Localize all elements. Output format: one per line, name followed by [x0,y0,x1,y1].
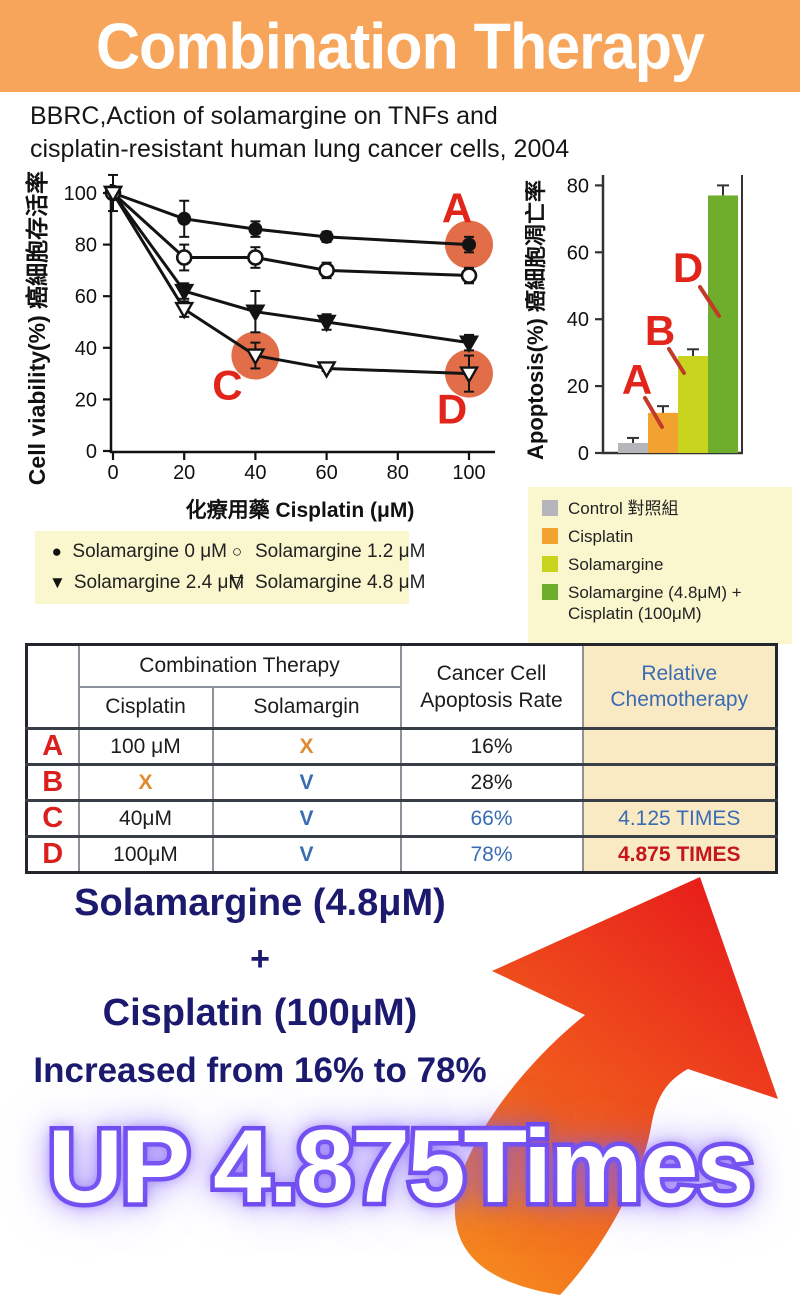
filled-circle-marker-icon: ● [51,542,62,561]
open-triangle-marker-icon: ▽ [230,573,244,592]
control-swatch-icon [542,500,558,516]
legend-item: Control 對照組 [542,498,780,519]
relative-chemotherapy: 4.125 TIMES [581,799,778,838]
summary-increase: Increased from 16% to 78% [33,1051,487,1090]
apoptosis-rate: 66% [399,799,584,838]
header-banner: Combination Therapy [0,0,800,92]
svg-text:0: 0 [578,443,589,465]
svg-text:B: B [645,307,675,354]
relative-chemotherapy [581,727,778,766]
legend-item: Cisplatin [542,526,780,547]
legend-item: ○ Solamargine 1.2 μM [227,541,426,563]
plus-sign: + [250,940,270,978]
svg-text:80: 80 [75,235,97,257]
svg-text:60: 60 [315,462,337,484]
header-relative-chemotherapy: Relative Chemotherapy [581,643,778,730]
svg-text:20: 20 [75,389,97,411]
cell-viability-line-chart: 0 20 40 60 80 100 0 20 40 60 80 100 Cell viability(%… [24,171,495,485]
row-letter: D [25,835,80,874]
filled-triangle-marker-icon: ▼ [49,573,66,592]
svg-text:Apoptosis(%) 癌細胞凋亡率: Apoptosis(%) 癌細胞凋亡率 [525,180,548,460]
source-citation: BBRC,Action of solamargine on TNFs and c… [30,100,569,166]
apoptosis-bar-chart: 0 20 40 60 80 Apoptosis(%) 癌細胞凋亡率 ABD [525,175,743,465]
legend-item: ▼ Solamargine 2.4 μM [49,572,244,594]
cisplatin-dose: X [77,763,214,802]
up-arrow-path [454,877,778,1295]
legend-item: ● Solamargine 0 μM [49,541,227,563]
table-row-a: A 100 μM X 16% [25,727,778,766]
header-cisplatin: Cisplatin [77,685,214,730]
source-line-1: BBRC,Action of solamargine on TNFs and [30,102,498,130]
apoptosis-rate: 16% [399,727,584,766]
legend-label: Control 對照組 [568,499,679,518]
legend-label: Solamargine 1.2 μM [255,541,426,562]
apoptosis-rate: 28% [399,763,584,802]
source-line-2: cisplatin-resistant human lung cancer ce… [30,135,570,163]
table-corner-cell [25,643,80,730]
apoptosis-rate: 78% [399,835,584,874]
svg-text:100: 100 [64,183,97,205]
svg-text:60: 60 [567,242,589,264]
svg-text:100: 100 [452,462,485,484]
header-apoptosis-rate: Cancer Cell Apoptosis Rate [399,643,584,730]
legend-label: Solamargine 4.8 μM [255,572,426,593]
line-chart-x-axis-label: 化療用藥 Cisplatin (μM) [185,499,415,522]
row-letter: A [25,727,80,766]
up-times-headline: UP 4.875Times [43,1105,758,1230]
header-solamargin: Solamargin [211,685,402,730]
cisplatin-swatch-icon [542,528,558,544]
svg-text:A: A [442,185,472,232]
legend-label: Cisplatin [568,527,634,546]
legend-label: Solamargine (4.8μM) + Cisplatin (100μM) [568,583,742,623]
svg-text:0: 0 [107,462,118,484]
svg-text:D: D [673,244,703,291]
header-combination-therapy: Combination Therapy [77,643,402,688]
summary-solamargine: Solamargine (4.8μM) [74,882,446,924]
svg-text:Cell viability(%) 癌細胞存活率: Cell viability(%) 癌細胞存活率 [24,171,50,485]
svg-text:60: 60 [75,286,97,308]
svg-text:40: 40 [244,462,266,484]
table-row-d: D 100μM V 78% 4.875 TIMES [25,835,778,874]
svg-text:C: C [212,362,242,409]
cisplatin-dose: 100 μM [77,727,214,766]
bar-chart-legend: Control 對照組 Cisplatin Solamargine Solama… [528,487,792,644]
solamargin-flag: V [211,763,402,802]
page-title: Combination Therapy [96,9,705,83]
relative-chemotherapy [581,763,778,802]
svg-text:80: 80 [567,175,589,197]
legend-label: Solamargine 0 μM [72,541,227,562]
row-letter: B [25,763,80,802]
legend-item: Solamargine (4.8μM) + Cisplatin (100μM) [542,582,780,624]
svg-text:20: 20 [567,376,589,398]
svg-text:0: 0 [86,441,97,463]
relative-chemotherapy: 4.875 TIMES [581,835,778,874]
table-row-b: B X V 28% [25,763,778,802]
summary-block: Solamargine (4.8μM) + Cisplatin (100μM) … [0,882,520,1091]
svg-text:20: 20 [173,462,195,484]
cisplatin-dose: 100μM [77,835,214,874]
solamargin-flag: X [211,727,402,766]
svg-text:80: 80 [387,462,409,484]
solamargin-flag: V [211,835,402,874]
open-circle-marker-icon: ○ [231,542,243,561]
cisplatin-dose: 40μM [77,799,214,838]
svg-text:40: 40 [567,309,589,331]
legend-item: Solamargine [542,554,780,575]
summary-cisplatin: Cisplatin (100μM) [102,992,418,1034]
svg-text:A: A [622,356,652,403]
legend-label: Solamargine [568,555,664,574]
row-letter: C [25,799,80,838]
legend-label: Solamargine 2.4 μM [73,572,245,593]
legend-item: ▽ Solamargine 4.8 μM [227,572,425,594]
combination-swatch-icon [542,584,558,600]
line-chart-legend: ● Solamargine 0 μM ○ Solamargine 1.2 μM … [35,531,425,604]
svg-text:D: D [437,386,467,433]
svg-text:40: 40 [75,338,97,360]
solamargin-flag: V [211,799,402,838]
results-table: Combination Therapy Cancer Cell Apoptosi… [25,643,778,874]
solamargine-swatch-icon [542,556,558,572]
up-arrow-graphic [454,877,778,1295]
table-row-c: C 40μM V 66% 4.125 TIMES [25,799,778,838]
